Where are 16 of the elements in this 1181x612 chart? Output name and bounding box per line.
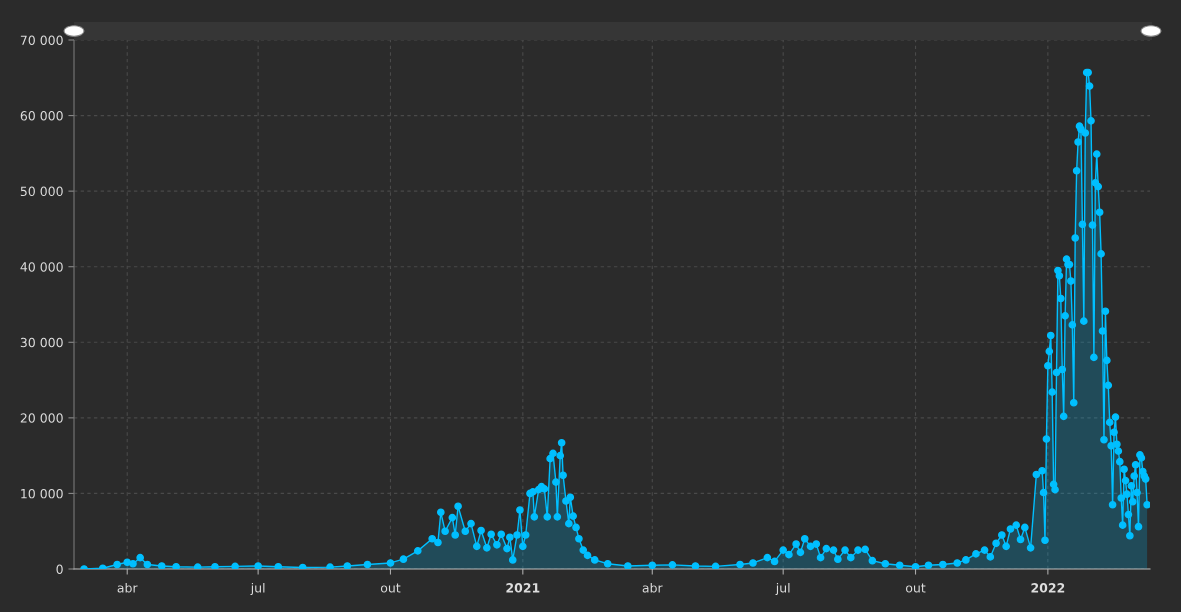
x-tick-label: abr: [117, 582, 138, 593]
y-tick-label: 20 000: [20, 413, 63, 423]
y-tick-label: 0: [56, 564, 63, 574]
x-tick-label: out: [905, 583, 926, 593]
y-tick-label: 10 000: [21, 488, 63, 499]
x-tick-label: jul: [775, 582, 790, 595]
y-tick-label: 50 000: [20, 186, 63, 197]
y-tick-label: 30 000: [20, 337, 63, 348]
y-tick-label: 60 000: [20, 111, 63, 121]
x-tick-label: out: [380, 583, 401, 593]
x-tick-label: abr: [642, 582, 663, 593]
x-tick-label: 2022: [1031, 583, 1065, 593]
x-tick-label: 2021: [506, 583, 540, 593]
x-tick-label: jul: [250, 582, 265, 595]
y-tick-label: 70 000: [20, 35, 63, 45]
y-tick-label: 40 000: [20, 262, 63, 272]
